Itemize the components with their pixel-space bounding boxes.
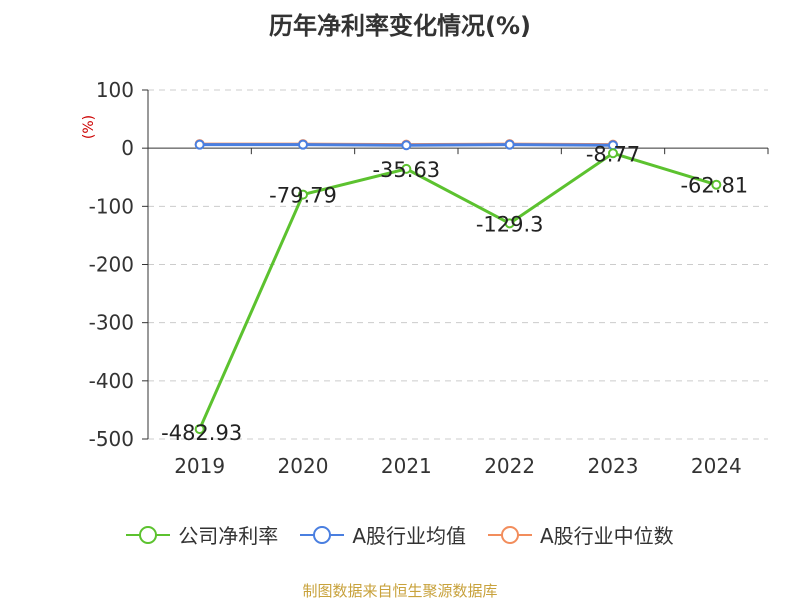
y-tick-label: -500: [89, 427, 134, 451]
legend-label-company: 公司净利率: [178, 524, 279, 548]
series-line-0: [198, 151, 717, 430]
data-point-series-1[interactable]: [401, 140, 412, 151]
legend-item-industry-median[interactable]: A股行业中位数: [488, 520, 674, 549]
data-point-series-1[interactable]: [504, 139, 515, 150]
data-label: -8.77: [586, 142, 640, 166]
y-tick-label: 100: [96, 78, 134, 102]
data-label: -482.93: [161, 421, 242, 445]
data-point-series-0[interactable]: [504, 218, 515, 229]
x-tick-label: 2024: [691, 454, 742, 478]
y-tick-label: -400: [89, 369, 134, 393]
data-point-series-0[interactable]: [194, 424, 205, 435]
data-label: -35.63: [372, 158, 440, 182]
data-point-series-0[interactable]: [298, 189, 308, 200]
legend: 公司净利率 A股行业均值 A股行业中位数: [0, 520, 800, 549]
x-tick-label: 2020: [278, 454, 329, 478]
chart-title: 历年净利率变化情况(%): [269, 12, 531, 40]
legend-swatch-company: [126, 525, 171, 544]
y-axis-label: (%): [81, 115, 97, 139]
data-point-series-0[interactable]: [608, 148, 618, 159]
data-label: -62.81: [680, 174, 748, 198]
source-note: 制图数据来自恒生聚源数据库: [302, 582, 498, 600]
x-tick-label: 2022: [484, 454, 535, 478]
data-point-series-0[interactable]: [401, 163, 412, 174]
x-tick-label: 2019: [174, 454, 225, 478]
data-label: -129.3: [476, 212, 544, 236]
data-point-series-1[interactable]: [298, 139, 308, 150]
x-tick-label: 2023: [588, 454, 639, 478]
data-label: -79.79: [269, 184, 337, 208]
legend-swatch-industry-mean: [300, 525, 345, 544]
legend-label-industry-median: A股行业中位数: [540, 524, 674, 548]
y-tick-label: -100: [89, 194, 134, 218]
legend-swatch-industry-median: [488, 525, 532, 544]
y-tick-label: 0: [121, 136, 134, 160]
y-tick-label: -300: [89, 311, 134, 335]
x-tick-label: 2021: [381, 454, 432, 478]
data-point-series-0[interactable]: [711, 179, 722, 190]
line-chart: 100 0 -100 -200 -300 -400 -500 (%) 2019 2020 2021 2…: [81, 78, 769, 478]
y-tick-label: -200: [89, 253, 134, 277]
legend-item-company[interactable]: 公司净利率: [126, 520, 278, 549]
legend-label-industry-mean: A股行业均值: [352, 524, 466, 548]
data-point-series-1[interactable]: [194, 139, 205, 150]
legend-item-industry-mean[interactable]: A股行业均值: [300, 520, 466, 549]
